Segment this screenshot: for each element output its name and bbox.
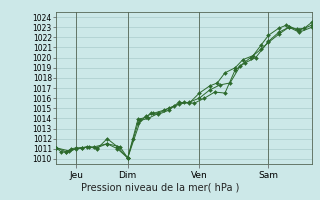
Text: Pression niveau de la mer( hPa ): Pression niveau de la mer( hPa ) — [81, 182, 239, 192]
